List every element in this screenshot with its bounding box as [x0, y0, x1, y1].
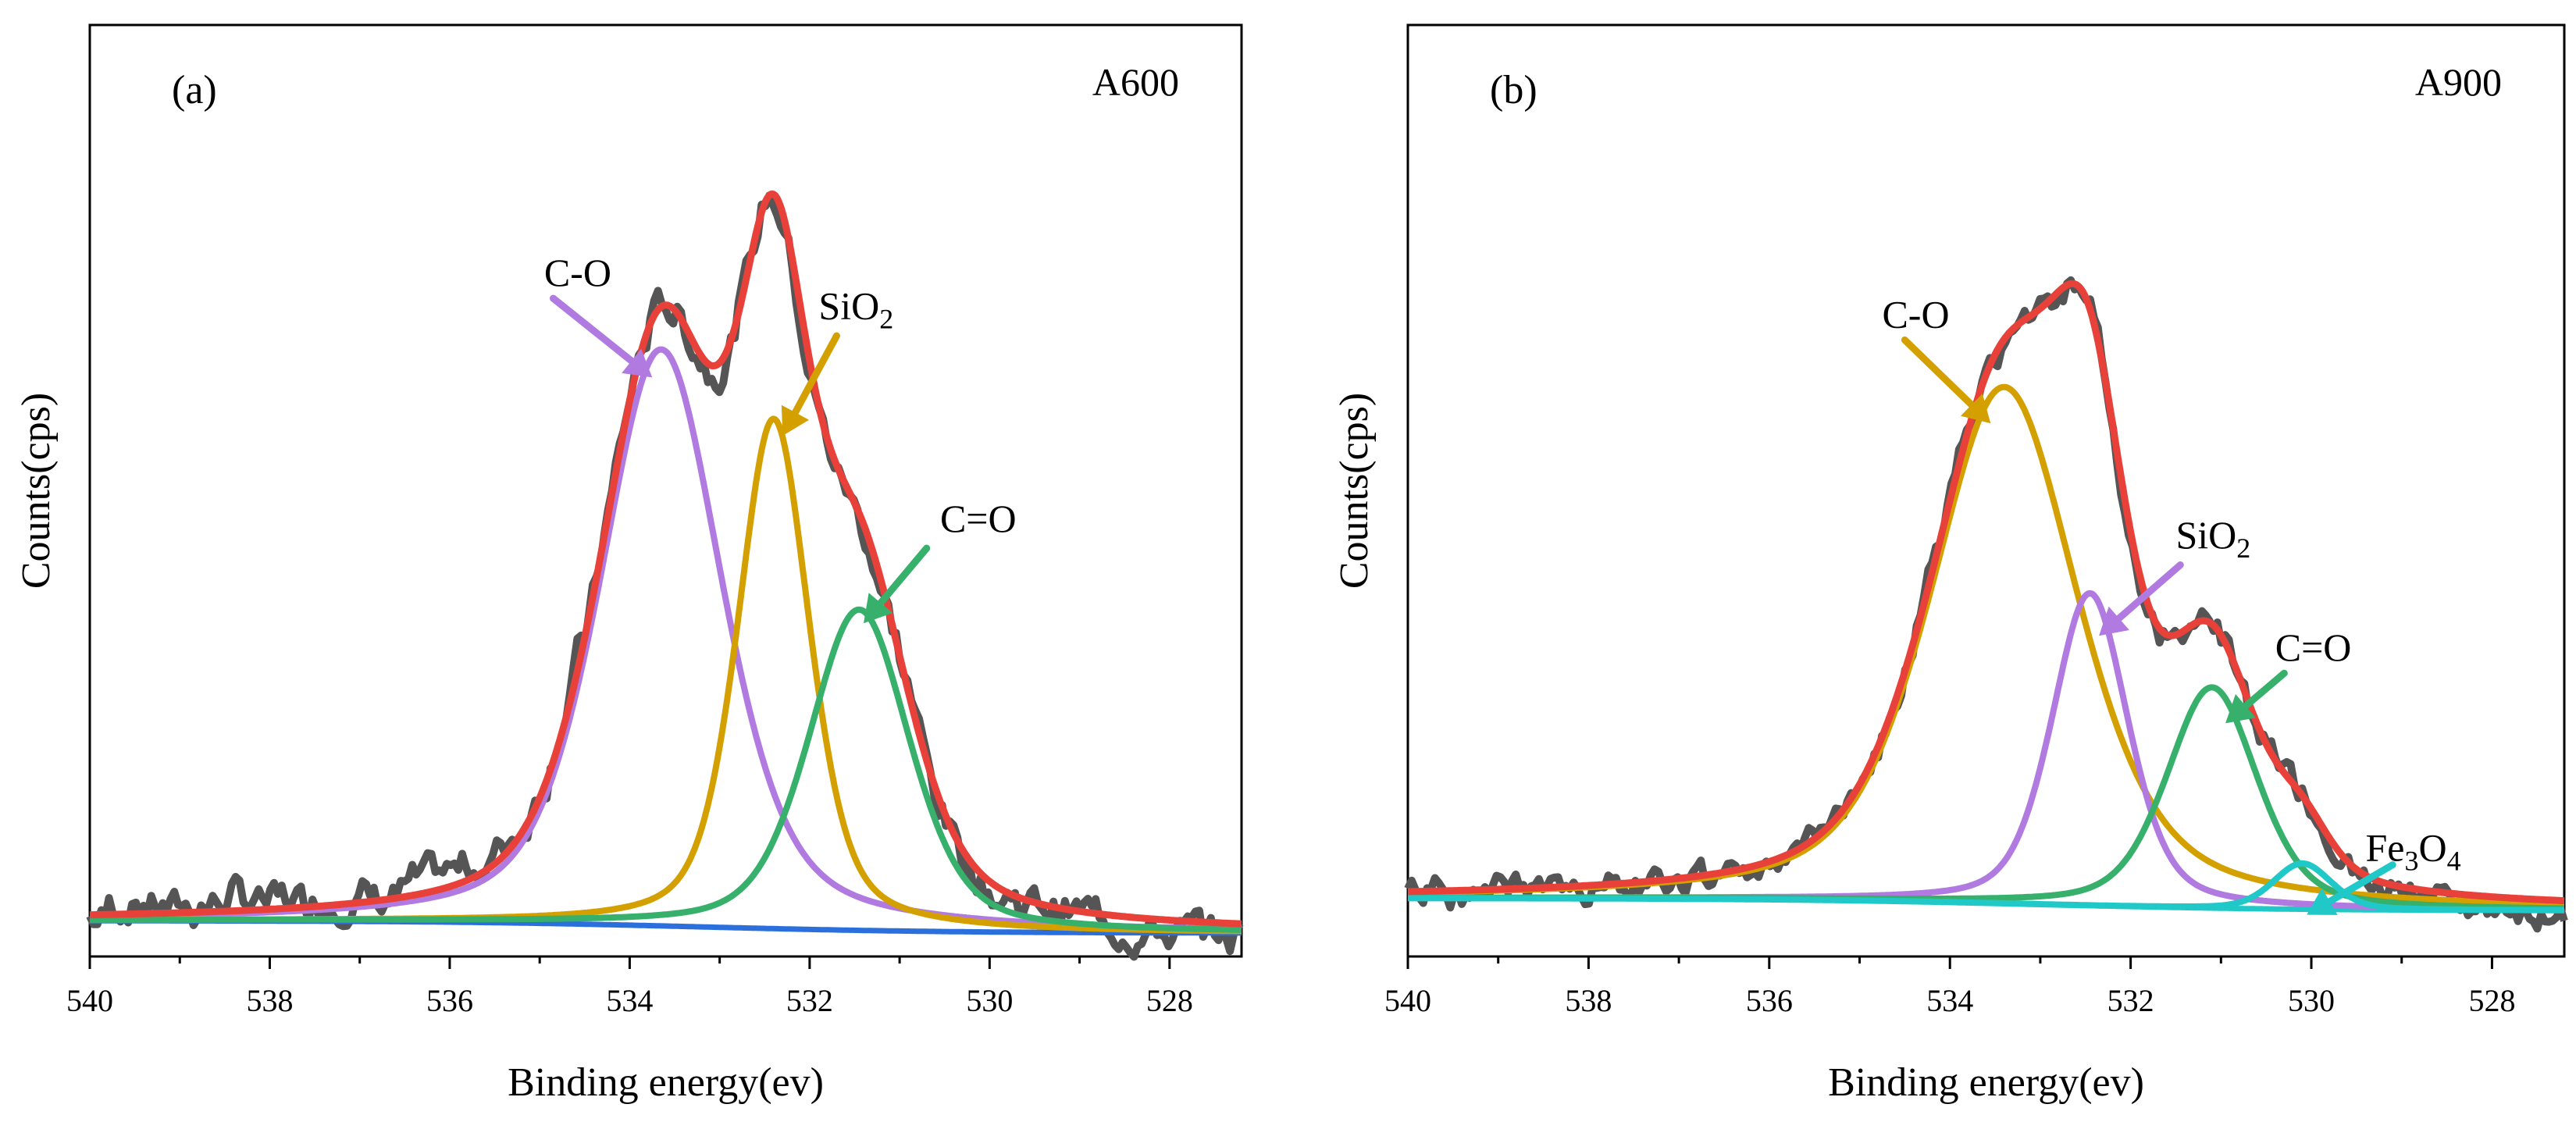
arrow-head: [1960, 394, 1991, 424]
x-tick-label: 536: [426, 983, 473, 1018]
x-tick-label: 530: [966, 983, 1013, 1018]
x-tick-label: 532: [786, 983, 833, 1018]
sample-label: A900: [2415, 60, 2502, 104]
x-tick-label: 540: [66, 983, 113, 1018]
arrow-head: [622, 348, 653, 378]
peak-label: C=O: [2275, 625, 2352, 669]
arrow-co: [2242, 669, 2288, 710]
arrow-co: [877, 544, 931, 607]
component-co: [88, 606, 1243, 933]
x-tick-label: 534: [606, 983, 653, 1018]
x-tick-label: 538: [246, 983, 293, 1018]
x-tick-label: 530: [2288, 983, 2335, 1018]
x-axis-label: Binding energy(ev): [508, 1060, 824, 1105]
fit-envelope-line: [1406, 280, 2566, 905]
arrow-head: [781, 404, 810, 436]
peak-label: C=O: [940, 497, 1017, 540]
panel-a: 540 538 536 534 532 530 528 Binding energy(ev) C…: [14, 23, 1244, 1105]
x-tick-label: 538: [1565, 983, 1612, 1018]
x-tick-label: 528: [1146, 983, 1193, 1018]
x-tick-label: 528: [2468, 983, 2515, 1018]
x-tick-label: 540: [1384, 983, 1431, 1018]
arrow-head: [2225, 693, 2256, 724]
plot-frame: [1406, 23, 2566, 958]
panel-b: 540 538 536 534 532 530 528 Binding energy(ev) C…: [1332, 23, 2568, 1105]
y-axis-label: Counts(cps): [14, 393, 59, 589]
component-sio2: [88, 415, 1243, 935]
arrow-head: [2307, 888, 2338, 915]
x-tick-label: 532: [2107, 983, 2154, 1018]
fit-envelope-line: [88, 191, 1243, 928]
arrow-fe3o4: [2326, 861, 2396, 906]
component-co: [88, 346, 1243, 932]
arrow-head: [2099, 606, 2129, 636]
component-fe3o4: [1406, 860, 2566, 914]
panel-label: (a): [172, 68, 217, 112]
sample-label: A600: [1092, 60, 1179, 104]
x-tick-label: 534: [1926, 983, 1973, 1018]
x-tick-label: 536: [1746, 983, 1793, 1018]
arrow-head: [864, 593, 893, 624]
arrow-sio2: [2115, 561, 2184, 622]
peak-label: SiO2: [818, 284, 893, 335]
x-axis-label: Binding energy(ev): [1828, 1060, 2144, 1105]
panel-label: (b): [1490, 68, 1537, 112]
peak-label: SiO2: [2175, 513, 2250, 564]
peak-label: Fe3O4: [2365, 825, 2460, 876]
arrow-co: [549, 294, 636, 365]
y-axis-label: Counts(cps): [1332, 393, 1377, 589]
peak-label: C-O: [1882, 292, 1949, 336]
arrow-sio2: [791, 332, 840, 416]
raw-data-line: [86, 191, 1244, 961]
peak-label: C-O: [544, 251, 611, 294]
arrow-co: [1901, 336, 1976, 408]
plot-frame: [88, 23, 1243, 958]
